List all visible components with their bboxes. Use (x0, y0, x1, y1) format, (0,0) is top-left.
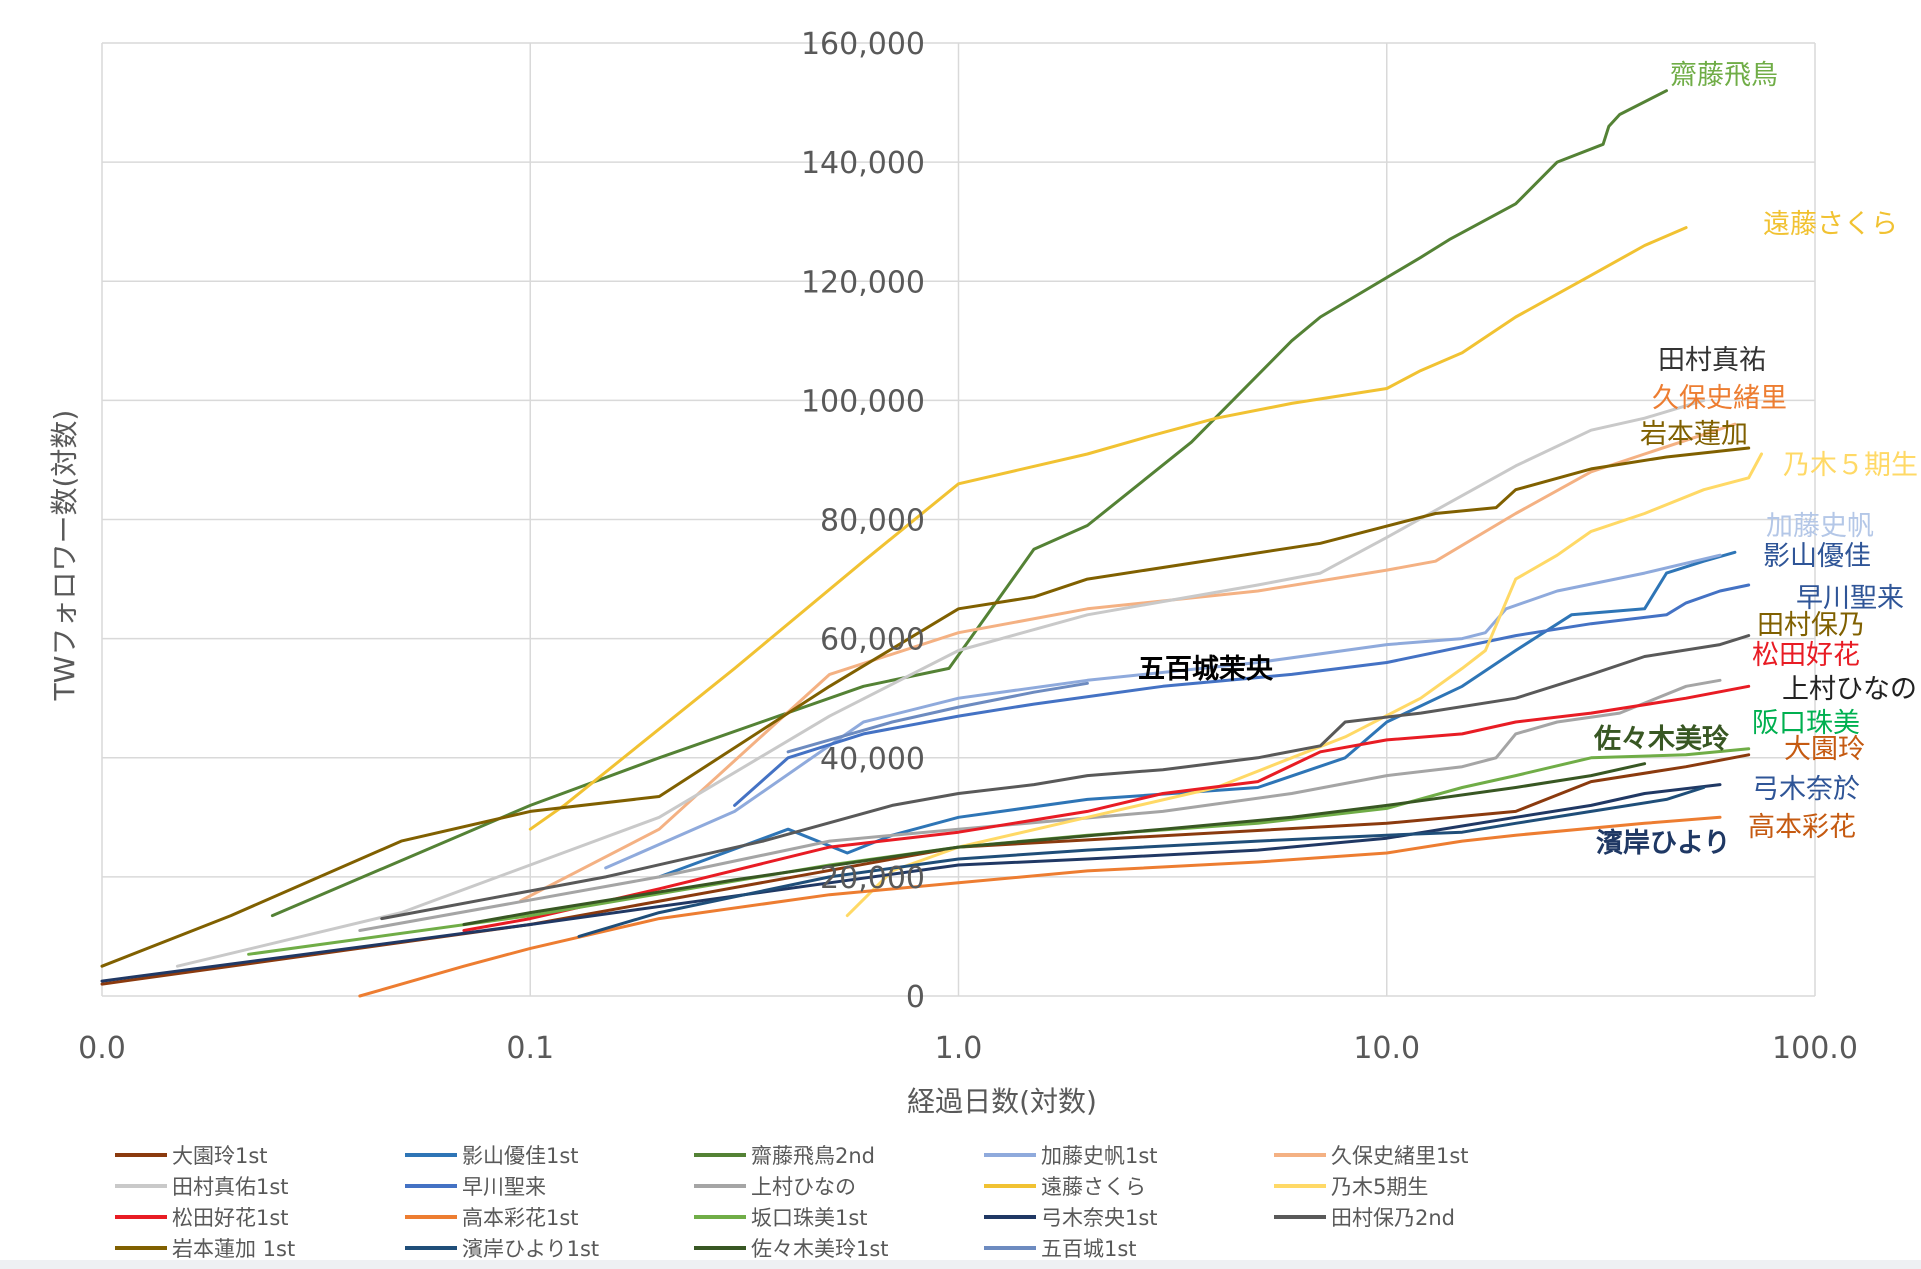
y-tick-label: 80,000 (820, 504, 925, 539)
series-line (845, 452, 1763, 918)
x-tick-label: 10.0 (1353, 1031, 1420, 1066)
series-line (733, 583, 1751, 807)
series-line (577, 786, 1706, 938)
y-tick-label: 40,000 (820, 742, 925, 777)
series-annotation: 齋藤飛鳥 (1670, 60, 1778, 91)
series-line (462, 762, 1647, 926)
y-tick-label: 120,000 (801, 265, 925, 300)
series-line (358, 678, 1722, 932)
y-tick-labels: 0 20,000 40,000 60,000 80,000 100,000 120,000 1… (801, 27, 925, 1015)
series-annotation: 阪口珠美 (1752, 708, 1860, 739)
series-line (786, 681, 1089, 754)
series-line (604, 553, 1722, 870)
legend-label: 大園玲1st (172, 1144, 268, 1168)
series-annotation: 大園玲 (1784, 734, 1865, 765)
series-line (100, 753, 1751, 986)
series-line (657, 550, 1737, 879)
grid (101, 42, 1816, 997)
series-line (519, 422, 1737, 903)
y-tick-label: 20,000 (820, 861, 925, 896)
series-annotation: 五百城茉央 (1138, 654, 1274, 685)
series-annotation: 岩本蓮加 (1640, 419, 1748, 450)
legend-label: 高本彩花1st (462, 1206, 579, 1230)
series-annotation: 松田好花 (1752, 640, 1860, 671)
y-tick-label: 160,000 (801, 27, 925, 62)
series-line (380, 634, 1751, 921)
legend-label: 坂口珠美1st (751, 1206, 868, 1230)
legend-label: 濱岸ひより1st (462, 1237, 599, 1261)
series-annotation: 久保史緒里 (1652, 383, 1787, 414)
y-tick-label: 100,000 (801, 384, 925, 419)
legend-label: 乃木5期生 (1331, 1175, 1428, 1199)
series-line (528, 226, 1688, 831)
x-axis-label: 経過日数(対数) (907, 1085, 1097, 1118)
legend-label: 齋藤飛鳥2nd (751, 1144, 875, 1168)
legend-label: 加藤史帆1st (1041, 1144, 1158, 1168)
series-annotation: 早川聖来 (1796, 583, 1904, 614)
legend-label: 田村真佑1st (172, 1175, 289, 1199)
y-tick-label: 60,000 (820, 623, 925, 658)
legend-label: 松田好花1st (172, 1206, 289, 1230)
x-tick-labels: 0.0 0.1 1.0 10.0 100.0 (78, 1031, 1858, 1066)
legend-label: 遠藤さくら (1041, 1175, 1146, 1199)
series-line (270, 89, 1668, 918)
series-line (358, 815, 1722, 998)
legend-label: 五百城1st (1041, 1237, 1137, 1261)
series-annotation: 加藤史帆 (1766, 511, 1874, 542)
series-line (100, 446, 1751, 968)
legend-label: 弓木奈央1st (1041, 1206, 1158, 1230)
x-tick-label: 0.1 (506, 1031, 554, 1066)
legend-label: 影山優佳1st (462, 1144, 579, 1168)
series-annotation: 濱岸ひより (1596, 828, 1730, 859)
legend-label: 岩本蓮加 1st (172, 1237, 295, 1261)
x-tick-label: 0.0 (78, 1031, 126, 1066)
legend: 大園玲1st 影山優佳1st 齋藤飛鳥2nd 加藤史帆1st 久保史緒里1st 田村真佑1… (115, 1144, 1469, 1261)
series-lines (100, 89, 1763, 998)
y-tick-label: 140,000 (801, 146, 925, 181)
series-annotation: 影山優佳 (1763, 541, 1871, 572)
x-tick-label: 1.0 (935, 1031, 983, 1066)
legend-label: 田村保乃2nd (1331, 1206, 1455, 1230)
series-annotation: 田村真祐 (1658, 345, 1766, 376)
series-annotation: 田村保乃 (1757, 610, 1865, 641)
series-line (175, 398, 1706, 968)
series-annotation: 佐々木美玲 (1593, 723, 1729, 755)
series-annotation: 上村ひなの (1782, 674, 1917, 705)
x-tick-label: 100.0 (1772, 1031, 1858, 1066)
legend-label: 久保史緒里1st (1331, 1144, 1469, 1168)
series-annotation: 遠藤さくら (1763, 209, 1898, 240)
y-axis-label: TWフォロワー数(対数) (48, 410, 81, 702)
y-tick-label: 0 (906, 980, 925, 1015)
series-annotation: 弓木奈於 (1752, 774, 1860, 805)
series-annotation: 乃木５期生 (1783, 450, 1918, 481)
legend-label: 早川聖来 (462, 1175, 546, 1199)
series-annotations: 齋藤飛鳥遠藤さくら田村真祐久保史緒里岩本蓮加乃木５期生加藤史帆影山優佳早川聖来田… (1138, 60, 1918, 859)
bottom-strip (0, 1260, 1921, 1269)
legend-label: 佐々木美玲1st (751, 1237, 889, 1261)
legend-label: 上村ひなの (751, 1175, 856, 1199)
series-line (462, 684, 1751, 932)
series-annotation: 高本彩花 (1748, 812, 1856, 843)
